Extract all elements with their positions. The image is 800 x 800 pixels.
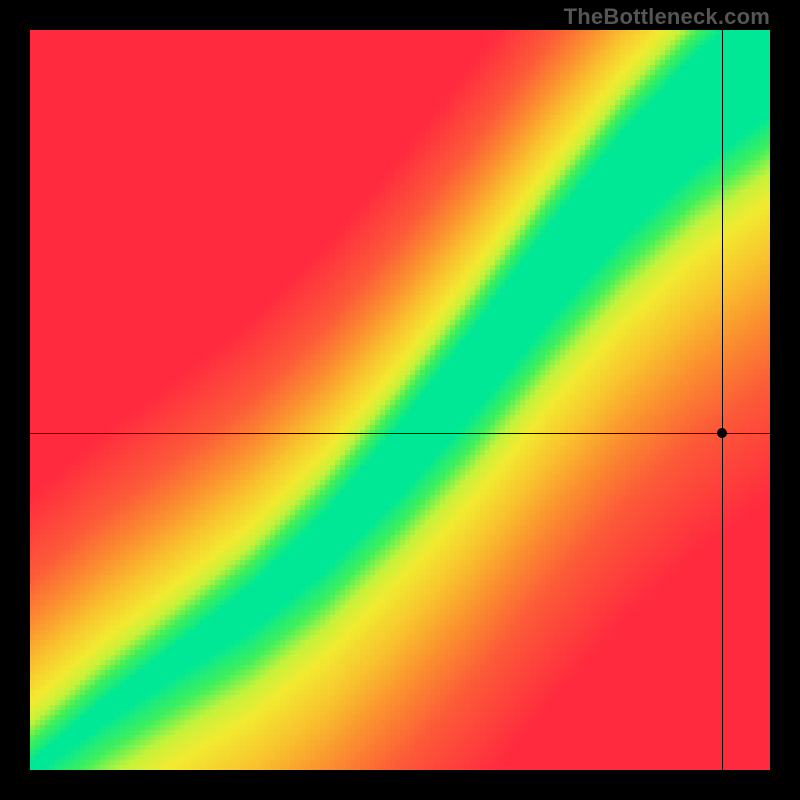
bottleneck-heatmap <box>30 30 770 770</box>
watermark-text: TheBottleneck.com <box>564 4 770 30</box>
crosshair-marker <box>717 428 727 438</box>
plot-area <box>30 30 770 770</box>
chart-frame: TheBottleneck.com <box>0 0 800 800</box>
crosshair-horizontal <box>30 433 770 434</box>
crosshair-vertical <box>722 30 723 770</box>
